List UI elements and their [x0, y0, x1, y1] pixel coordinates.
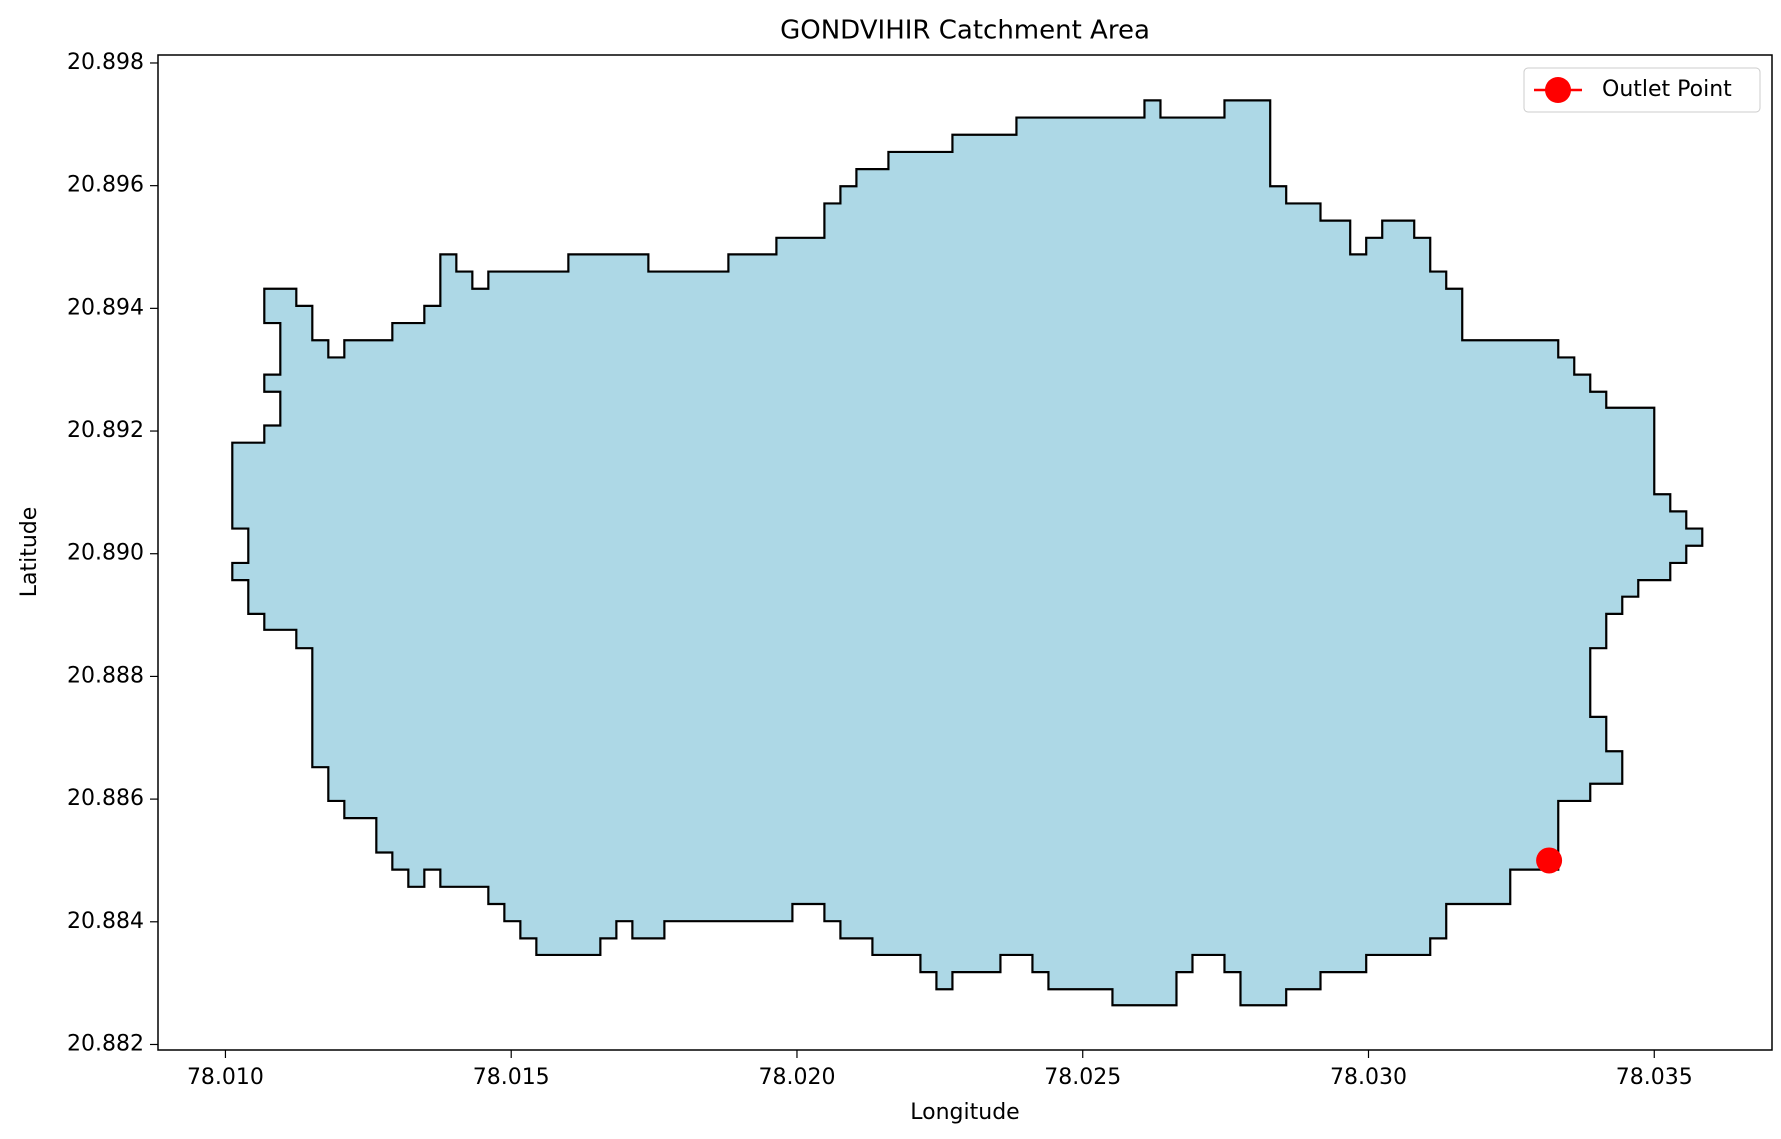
outlet-point — [1536, 847, 1563, 874]
y-tick-label: 20.888 — [67, 663, 144, 688]
y-tick-label: 20.882 — [67, 1031, 144, 1056]
legend: Outlet Point — [1523, 67, 1761, 113]
y-tick-label: 20.886 — [67, 786, 144, 811]
chart-title: GONDVIHIR Catchment Area — [780, 16, 1150, 46]
catchment-area — [231, 99, 1704, 1007]
y-axis-label: Latitude — [17, 507, 42, 598]
x-tick-label: 78.025 — [1044, 1065, 1121, 1090]
y-tick-label: 20.898 — [67, 50, 144, 75]
y-tick-label: 20.890 — [67, 541, 144, 566]
x-tick-label: 78.010 — [187, 1065, 264, 1090]
y-tick-label: 20.896 — [67, 173, 144, 198]
x-tick-label: 78.020 — [758, 1065, 835, 1090]
y-tick-label: 20.892 — [67, 418, 144, 443]
y-tick-label: 20.894 — [67, 295, 144, 320]
x-tick-label: 78.015 — [473, 1065, 550, 1090]
legend-box — [1523, 67, 1761, 113]
legend-marker — [1545, 77, 1571, 103]
legend-label: Outlet Point — [1602, 77, 1732, 102]
x-axis-label: Longitude — [910, 1100, 1019, 1125]
y-tick-label: 20.884 — [67, 909, 144, 934]
plot-frame — [157, 54, 1773, 1051]
x-tick-label: 78.030 — [1330, 1065, 1407, 1090]
x-tick-label: 78.035 — [1616, 1065, 1693, 1090]
